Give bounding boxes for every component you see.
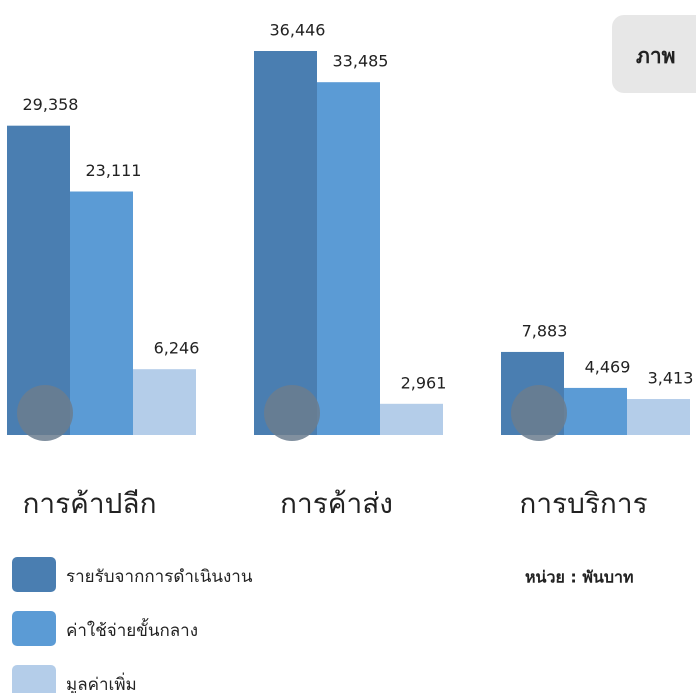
x-tick-label: การค้าปลีก [22, 487, 156, 520]
chart-title: ภาพ [636, 44, 675, 68]
value-label: 29,358 [23, 95, 79, 114]
legend-swatch [12, 611, 56, 646]
bar [317, 82, 380, 435]
bar [133, 369, 196, 435]
bar [627, 399, 690, 435]
legend-swatch [12, 665, 56, 693]
unit-note: หน่วย : พันบาท [525, 568, 634, 587]
legend-label: รายรับจากการดำเนินงาน [66, 567, 253, 587]
value-label: 33,485 [333, 52, 389, 71]
category-icon [511, 385, 567, 441]
category-icon [17, 385, 73, 441]
bar [70, 191, 133, 435]
chart: ภาพ หน่วย : พันบาท 29,358 23,111 6,246 การค… [0, 0, 696, 693]
x-tick-label: การค้าส่ง [280, 487, 393, 520]
legend-swatch [12, 557, 56, 592]
bar [254, 51, 317, 435]
legend-label: ค่าใช้จ่ายขั้นกลาง [66, 618, 198, 641]
value-label: 36,446 [270, 21, 326, 40]
legend-label: มูลค่าเพิ่ม [66, 672, 137, 693]
value-label: 3,413 [648, 369, 694, 388]
bar [564, 388, 627, 435]
value-label: 2,961 [401, 373, 447, 392]
value-label: 4,469 [585, 357, 631, 376]
value-label: 7,883 [522, 321, 568, 340]
bar [380, 404, 443, 435]
category-icon [264, 385, 320, 441]
value-label: 6,246 [154, 339, 200, 358]
x-tick-label: การบริการ [519, 487, 647, 520]
value-label: 23,111 [86, 161, 142, 180]
